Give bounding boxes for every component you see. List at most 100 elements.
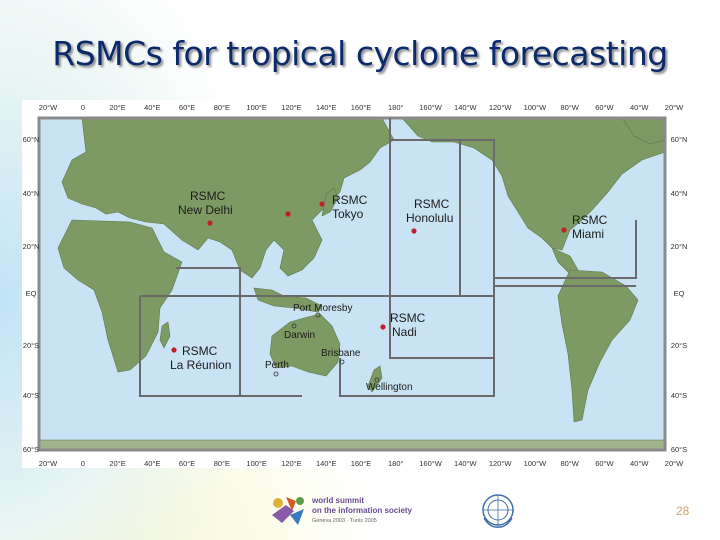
lon-label-top: 40°W <box>630 103 649 112</box>
japan-landmass <box>321 187 339 217</box>
wsis-line2: on the information society <box>312 506 413 515</box>
lat-label-right: 60°N <box>671 135 688 144</box>
lat-label-left: 60°S <box>23 445 39 454</box>
lon-label-bottom: 40°W <box>630 459 649 468</box>
rsmc-boundaries <box>139 118 637 397</box>
marker-wellington <box>374 377 380 383</box>
label-miami-line2: Miami <box>572 227 604 241</box>
wsis-line1: world summit <box>311 496 364 505</box>
label-honolulu-line1: RSMC <box>414 197 450 211</box>
madagascar-landmass <box>159 321 171 349</box>
label-tokyo-line1: RSMC <box>332 193 368 207</box>
lon-label-top: 160°E <box>351 103 372 112</box>
boundary-north-indian <box>176 267 241 296</box>
label-nadi-line1: RSMC <box>390 311 426 325</box>
lon-label-bottom: 140°W <box>454 459 478 468</box>
lon-label-top: 160°W <box>419 103 443 112</box>
lat-label-right: EQ <box>674 289 685 298</box>
city-labels: Port Moresby Darwin Brisbane Perth Welli… <box>265 303 413 393</box>
marker-nadi <box>380 324 386 330</box>
lat-label-left: 40°S <box>23 391 39 400</box>
lat-label-right: 40°S <box>671 391 687 400</box>
lon-label-bottom: 60°W <box>595 459 614 468</box>
map-frame <box>37 116 667 452</box>
lon-labels-top: 20°W 0 20°E 40°E 60°E 80°E 100°E 120°E 140°E 160°… <box>39 103 684 112</box>
marker-honolulu <box>411 228 417 234</box>
lon-label-top: 140°E <box>316 103 337 112</box>
lon-label-bottom: 0 <box>81 459 85 468</box>
label-la-reunion-line1: RSMC <box>182 344 218 358</box>
lon-label-top: 60°W <box>595 103 614 112</box>
boundary-miami <box>494 220 637 279</box>
marker-perth <box>273 371 279 377</box>
lon-label-bottom: 120°E <box>281 459 302 468</box>
rsmc-honolulu: RSMC Honolulu <box>406 197 453 234</box>
lat-label-right: 60°S <box>671 445 687 454</box>
lat-labels-left: 60°N 40°N 20°N EQ 20°S 40°S 60°S <box>23 135 40 454</box>
label-port-moresby: Port Moresby <box>293 303 352 314</box>
lat-label-left: 40°N <box>23 189 40 198</box>
label-tokyo-line2: Tokyo <box>332 207 364 221</box>
label-brisbane: Brisbane <box>321 348 361 359</box>
lat-label-right: 20°N <box>671 242 688 251</box>
indonesia-landmass <box>253 287 323 313</box>
lon-label-bottom: 160°W <box>419 459 443 468</box>
boundary-wellington <box>339 358 495 397</box>
marker-beijing <box>285 211 291 217</box>
wsis-line3: Geneva 2003 · Tunis 2005 <box>312 518 377 524</box>
boundary-honolulu-east <box>460 139 495 296</box>
wsis-emblem-icon <box>272 497 304 525</box>
lon-label-top: 40°E <box>144 103 160 112</box>
africa-landmass <box>57 219 183 373</box>
lon-label-top: 60°E <box>179 103 195 112</box>
label-miami-line1: RSMC <box>572 213 608 227</box>
lon-label-top: 140°W <box>454 103 478 112</box>
page-number: 28 <box>676 504 690 518</box>
label-perth: Perth <box>265 360 289 371</box>
marker-port-moresby <box>315 312 321 318</box>
lat-label-left: EQ <box>26 289 37 298</box>
lat-label-right: 20°S <box>671 341 687 350</box>
label-nadi-line2: Nadi <box>392 325 417 339</box>
boundary-southern-main <box>140 285 636 297</box>
boundary-nadi <box>389 296 495 359</box>
label-darwin: Darwin <box>284 330 315 341</box>
lon-label-top: 120°E <box>281 103 302 112</box>
lon-label-top: 20°W <box>665 103 684 112</box>
wsis-logo: world summit on the information society … <box>272 496 413 525</box>
lon-label-top: 80°W <box>560 103 579 112</box>
lat-label-left: 20°S <box>23 341 39 350</box>
marker-darwin <box>291 323 297 329</box>
lon-label-bottom: 20°E <box>109 459 125 468</box>
land <box>38 117 666 451</box>
lon-label-bottom: 80°W <box>560 459 579 468</box>
south-america-landmass <box>557 269 639 423</box>
lon-label-top: 0 <box>81 103 85 112</box>
lon-labels-bottom: 20°W 0 20°E 40°E 60°E 80°E 100°E 120°E 140°E 160°… <box>39 459 684 468</box>
marker-brisbane <box>339 359 345 365</box>
lon-label-bottom: 80°E <box>214 459 230 468</box>
rsmc-new-delhi: RSMC New Delhi <box>178 189 233 226</box>
label-honolulu-line2: Honolulu <box>406 211 453 225</box>
lon-label-bottom: 160°E <box>351 459 372 468</box>
lon-label-bottom: 20°W <box>39 459 58 468</box>
boundary-australia <box>239 296 302 397</box>
lon-label-top: 120°W <box>489 103 513 112</box>
lon-label-bottom: 40°E <box>144 459 160 468</box>
marker-tokyo <box>319 201 325 207</box>
lon-label-top: 180° <box>388 103 404 112</box>
rsmc-nadi: RSMC Nadi <box>380 311 426 339</box>
marker-la-reunion <box>171 347 177 353</box>
label-wellington: Wellington <box>366 382 413 393</box>
lon-label-bottom: 20°W <box>665 459 684 468</box>
lon-label-bottom: 100°W <box>524 459 548 468</box>
lon-label-bottom: 120°W <box>489 459 513 468</box>
lon-label-top: 100°W <box>524 103 548 112</box>
lon-label-bottom: 140°E <box>316 459 337 468</box>
label-la-reunion-line2: La Réunion <box>170 358 231 372</box>
lat-label-left: 60°N <box>23 135 40 144</box>
eurasia-landmass <box>61 117 395 279</box>
lon-label-bottom: 180° <box>388 459 404 468</box>
lon-label-top: 20°E <box>109 103 125 112</box>
lat-label-left: 20°N <box>23 242 40 251</box>
